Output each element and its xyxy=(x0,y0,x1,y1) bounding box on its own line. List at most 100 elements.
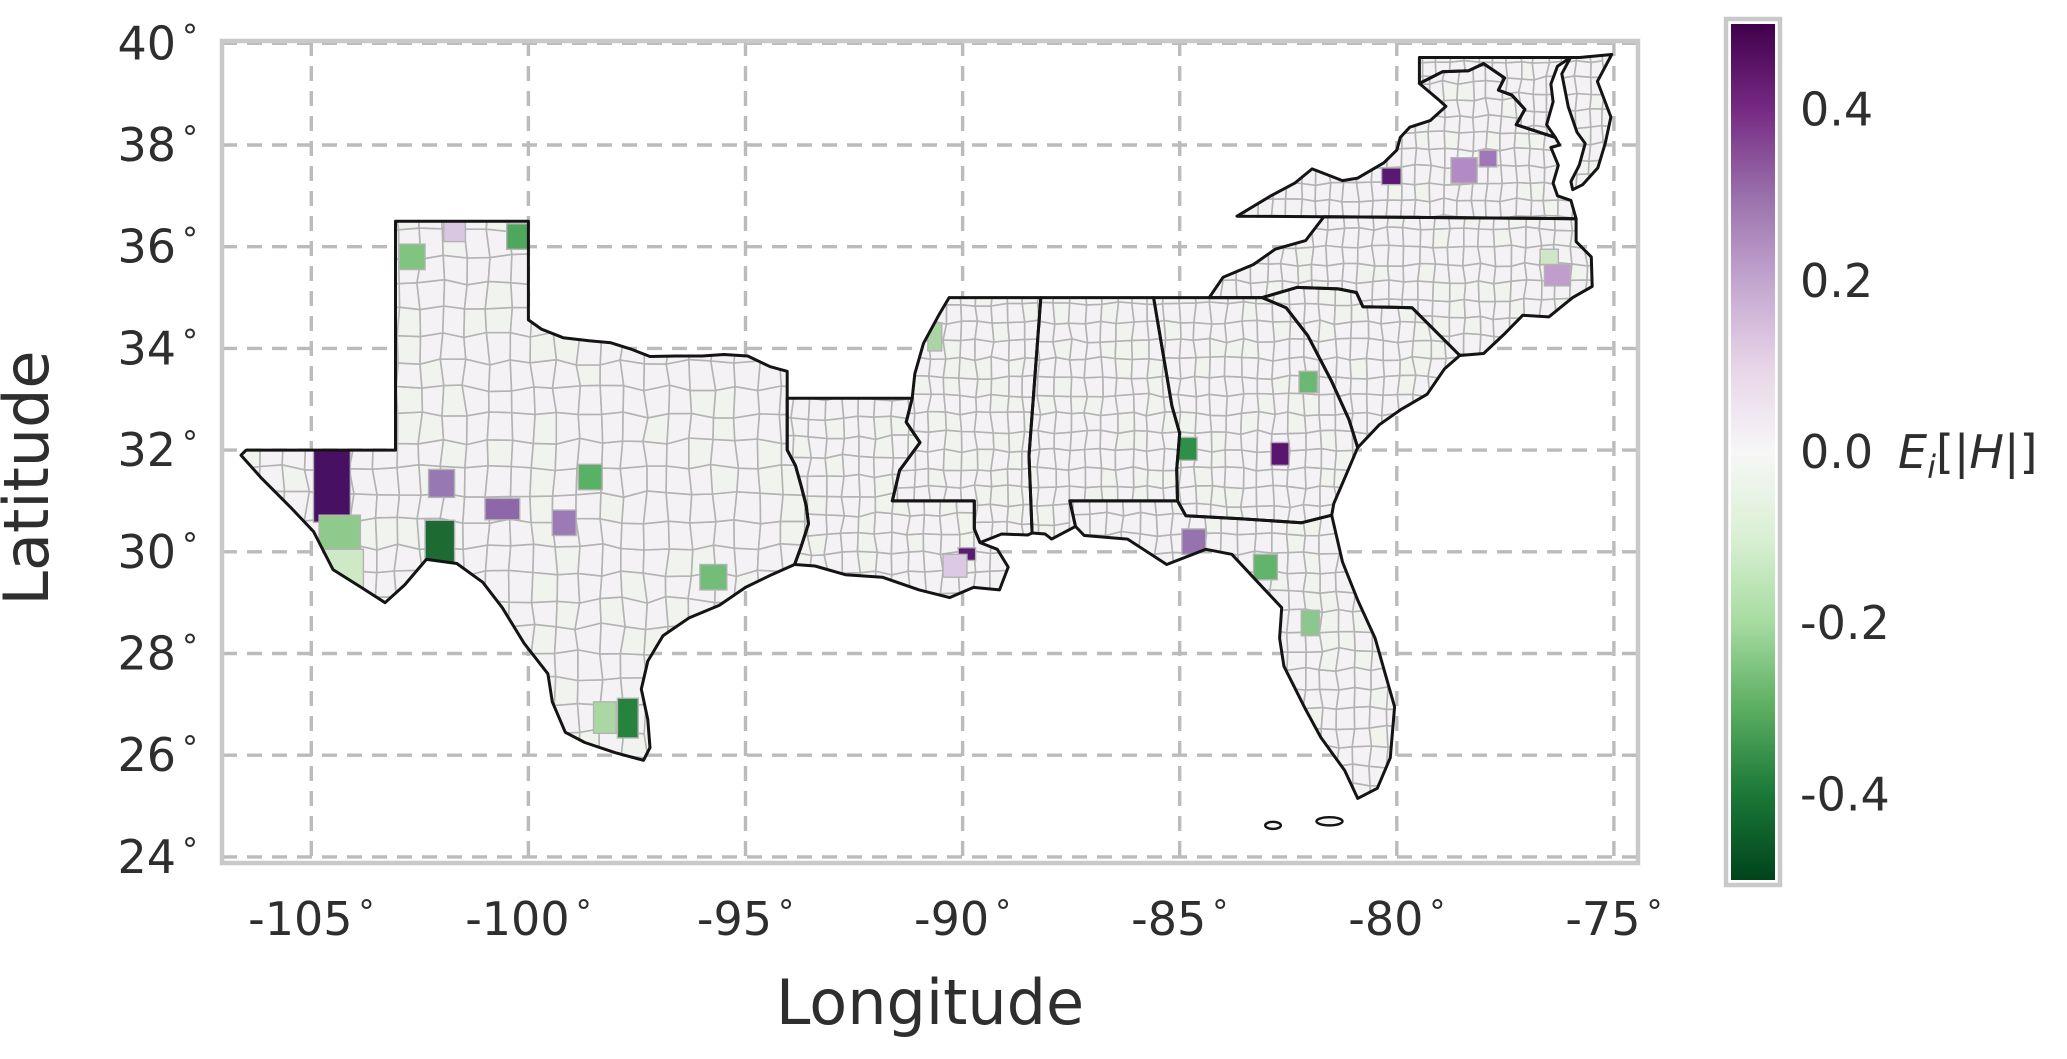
county-cell xyxy=(577,542,604,577)
county-cell xyxy=(989,484,1010,508)
county-cell xyxy=(942,376,961,397)
x-tick-label: -100 ° xyxy=(465,892,591,946)
county-cell xyxy=(1380,320,1402,344)
county-cell xyxy=(1186,784,1206,799)
county-cell xyxy=(1492,265,1513,285)
county-cell xyxy=(1219,686,1241,710)
county-cell xyxy=(642,440,668,467)
county-cell xyxy=(374,493,401,519)
county-cell xyxy=(1136,685,1159,710)
county-cell xyxy=(1270,705,1290,728)
notable-county xyxy=(1478,149,1498,168)
county-cell xyxy=(1470,199,1487,219)
county-cell xyxy=(1515,164,1532,185)
county-cell xyxy=(487,678,513,709)
county-cell xyxy=(1269,687,1290,708)
county-cell xyxy=(619,359,646,392)
county-cell xyxy=(839,588,862,598)
county-cell xyxy=(1417,298,1434,317)
county-cell xyxy=(1302,287,1320,305)
county-cell xyxy=(1356,216,1375,232)
county-cell xyxy=(1084,297,1103,306)
county-cell xyxy=(1138,707,1159,728)
county-cell xyxy=(974,378,993,399)
county-cell xyxy=(1349,320,1370,340)
county-cell xyxy=(259,623,286,655)
county-cell xyxy=(1136,590,1159,614)
county-cell xyxy=(1485,130,1501,152)
county-cell xyxy=(1162,338,1182,360)
county-cell xyxy=(304,413,332,443)
y-axis-label: Latitude xyxy=(0,350,63,605)
county-cell xyxy=(1105,686,1125,710)
county-cell xyxy=(1288,763,1307,788)
county-cell xyxy=(824,398,845,422)
county-cell xyxy=(664,548,694,578)
county-cell xyxy=(922,532,943,556)
county-cell xyxy=(1099,412,1119,435)
county-cell xyxy=(825,589,845,598)
county-cell xyxy=(989,448,1011,472)
county-cell xyxy=(600,411,624,444)
county-cell xyxy=(1069,627,1076,650)
county-cell xyxy=(1256,64,1275,82)
county-cell xyxy=(1268,589,1291,613)
county-cell xyxy=(395,595,420,629)
county-cell xyxy=(464,755,489,761)
county-cell xyxy=(1223,320,1245,344)
county-cell xyxy=(1069,647,1076,671)
county-cell xyxy=(351,626,378,655)
county-cell xyxy=(1528,132,1547,151)
county-cell xyxy=(1223,355,1243,378)
county-cell xyxy=(1052,485,1071,506)
county-cell xyxy=(839,531,860,553)
county-cell xyxy=(259,306,283,339)
county-cell xyxy=(1209,226,1224,249)
plot-border xyxy=(219,38,1641,866)
colorbar-tick-label: 0.2 xyxy=(1800,254,1873,308)
county-cell xyxy=(1414,98,1432,117)
county-cell xyxy=(1254,610,1274,632)
county-cell xyxy=(283,571,309,603)
county-cell xyxy=(1457,131,1475,153)
county-cell xyxy=(283,650,310,683)
county-cell xyxy=(1310,244,1328,267)
county-cell xyxy=(807,435,828,460)
x-tick-label: -90 ° xyxy=(914,892,1011,946)
county-cell xyxy=(1006,321,1026,342)
county-cell xyxy=(1255,484,1276,508)
county-cell xyxy=(1300,182,1317,203)
county-cell xyxy=(1073,783,1093,799)
county-cell xyxy=(1236,610,1258,631)
state-outline-Florida xyxy=(1068,499,1397,800)
colorbar-unit-label: Ei[|H|] xyxy=(1898,425,2037,486)
county-cell xyxy=(907,590,928,598)
county-cell xyxy=(1130,320,1150,342)
county-cell xyxy=(326,702,352,734)
county-cell xyxy=(1513,132,1531,150)
county-cell xyxy=(1355,262,1376,285)
county-cell xyxy=(1353,686,1372,709)
county-cell xyxy=(1204,764,1225,787)
county-cell xyxy=(619,652,647,679)
county-cell xyxy=(873,531,893,555)
county-cell xyxy=(1069,687,1076,711)
county-cell xyxy=(1353,649,1374,672)
county-cell xyxy=(1413,182,1431,203)
county-cell xyxy=(874,588,893,598)
county-cell xyxy=(1532,110,1548,129)
county-cell xyxy=(1177,485,1198,505)
county-cell xyxy=(642,362,671,392)
county-cell xyxy=(1192,297,1213,304)
county-cell xyxy=(1270,765,1291,788)
county-cell xyxy=(1120,569,1140,595)
county-cell xyxy=(599,596,627,628)
county-cell xyxy=(551,384,582,416)
county-cell xyxy=(1219,764,1240,788)
county-cell xyxy=(1382,359,1402,378)
county-cell xyxy=(417,411,445,445)
county-cell xyxy=(1216,64,1230,84)
county-cell xyxy=(214,759,239,783)
county-cell xyxy=(1130,357,1150,380)
county-cell xyxy=(1574,54,1593,64)
